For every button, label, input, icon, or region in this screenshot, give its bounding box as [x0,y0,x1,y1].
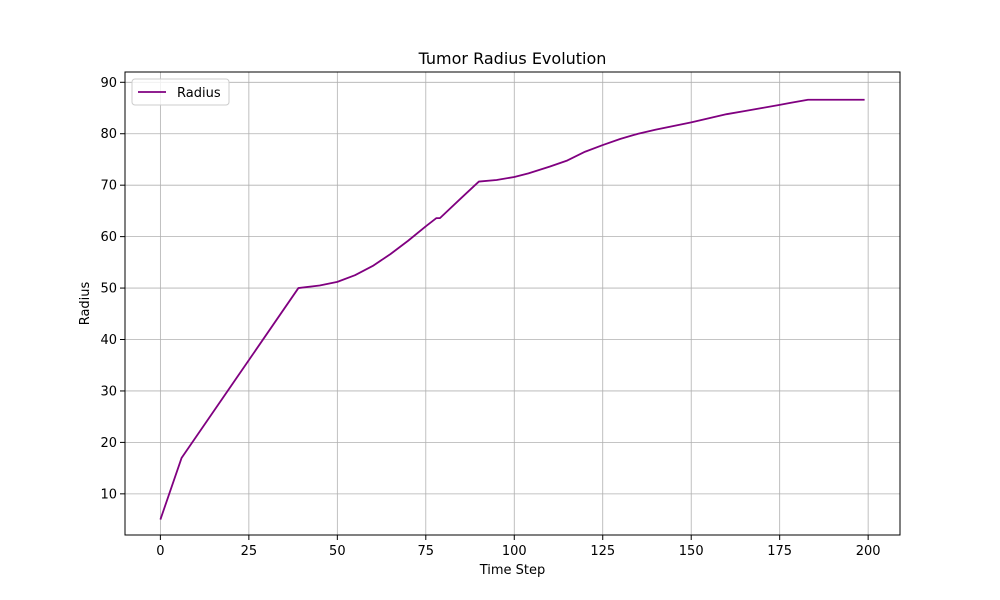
legend: Radius [131,78,230,106]
x-tick-label: 0 [156,544,164,559]
series-line-radius [159,98,865,520]
x-tick-label: 125 [590,544,615,559]
legend-box [131,78,230,106]
x-tick-label: 200 [856,544,881,559]
x-tick-label: 25 [241,544,258,559]
axis-ticks: 0 25 50 75 100 125 150 175 200 10 20 30 40 50 60 70 80 90 [100,76,880,559]
y-tick-label: 60 [100,230,117,245]
x-tick-label: 150 [679,544,704,559]
y-tick-label: 40 [100,333,117,348]
x-tick-label: 75 [418,544,435,559]
y-tick-label: 20 [100,436,117,451]
x-tick-label: 50 [329,544,346,559]
y-tick-label: 90 [100,76,117,91]
y-axis-label: Radius [78,281,93,325]
x-tick-label: 175 [767,544,792,559]
x-axis-label: Time Step [479,563,546,578]
y-tick-label: 80 [100,127,117,142]
legend-label-radius: Radius [177,86,221,101]
y-tick-label: 10 [100,487,117,502]
gridlines [125,72,900,535]
series-line-group [159,98,865,520]
y-tick-label: 30 [100,384,117,399]
y-tick-label: 70 [100,179,117,194]
y-tick-label: 50 [100,282,117,297]
chart-title: Tumor Radius Evolution [418,49,607,68]
plot-area-frame [124,71,901,536]
x-tick-label: 100 [502,544,527,559]
